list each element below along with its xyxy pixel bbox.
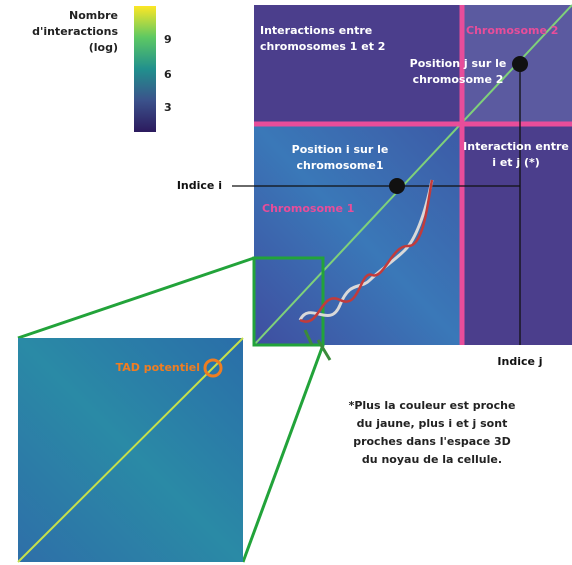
point-i bbox=[389, 178, 405, 194]
index-label: Indice j bbox=[497, 355, 542, 368]
region-label: Chromosome 1 bbox=[262, 202, 354, 215]
point-j bbox=[512, 56, 528, 72]
colorbar bbox=[134, 6, 156, 132]
region-label: Position i sur le bbox=[292, 143, 389, 156]
index-label: Indice i bbox=[177, 179, 222, 192]
region-label: Chromosome 2 bbox=[466, 24, 558, 37]
region-label: Interactions entre bbox=[260, 24, 372, 37]
colorbar-title: Nombre bbox=[69, 9, 118, 22]
region-label: Interaction entre bbox=[463, 140, 569, 153]
footnote: du noyau de la cellule. bbox=[362, 453, 502, 466]
zoom-box bbox=[252, 256, 325, 347]
region-label: i et j (*) bbox=[492, 156, 540, 169]
colorbar-tick: 3 bbox=[164, 101, 172, 114]
zoom-line bbox=[17, 256, 255, 340]
footnote: *Plus la couleur est proche bbox=[349, 399, 516, 412]
dna-helix bbox=[299, 179, 434, 323]
footnote: proches dans l'espace 3D bbox=[353, 435, 511, 448]
zoom-diagonal bbox=[17, 337, 244, 563]
dna-helix bbox=[298, 179, 434, 321]
region-label: chromosome 2 bbox=[413, 73, 504, 86]
zoom-line bbox=[241, 344, 325, 563]
footnote: du jaune, plus i et j sont bbox=[357, 417, 508, 430]
colorbar-tick: 6 bbox=[164, 68, 172, 81]
region-label: chromosomes 1 et 2 bbox=[260, 40, 385, 53]
tad-label: TAD potentiel bbox=[116, 361, 200, 374]
tad-marker bbox=[203, 358, 223, 378]
region-label: chromosome1 bbox=[296, 159, 383, 172]
colorbar-title: d'interactions bbox=[32, 25, 118, 38]
colorbar-title: (log) bbox=[89, 41, 118, 54]
colorbar-tick: 9 bbox=[164, 33, 172, 46]
dna-helix bbox=[303, 329, 332, 361]
region-label: Position j sur le bbox=[410, 57, 507, 70]
